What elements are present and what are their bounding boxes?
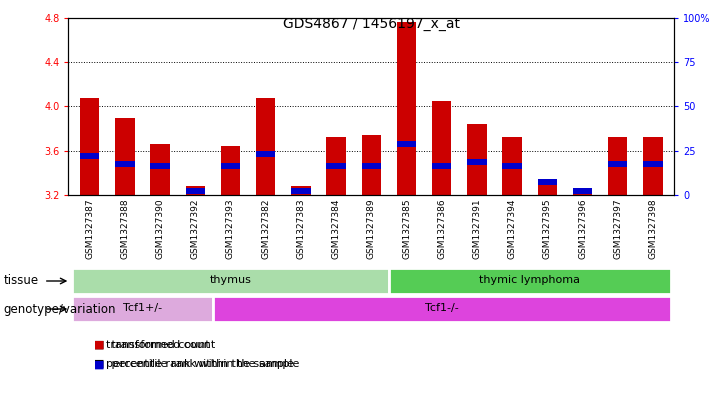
Text: GSM1327397: GSM1327397 xyxy=(614,198,622,259)
Bar xyxy=(115,161,135,167)
Text: GSM1327390: GSM1327390 xyxy=(156,198,164,259)
Text: genotype/variation: genotype/variation xyxy=(4,303,116,316)
Bar xyxy=(151,163,169,169)
Bar xyxy=(608,161,627,167)
Bar xyxy=(538,179,557,185)
Bar xyxy=(397,22,416,195)
Bar xyxy=(80,97,99,195)
Text: GSM1327393: GSM1327393 xyxy=(226,198,235,259)
Bar xyxy=(327,138,346,195)
Text: GSM1327398: GSM1327398 xyxy=(648,198,658,259)
Bar xyxy=(643,138,663,195)
Text: ■: ■ xyxy=(94,359,105,369)
Text: tissue: tissue xyxy=(4,274,39,288)
Bar xyxy=(573,188,592,195)
Bar xyxy=(213,296,671,321)
Bar xyxy=(503,163,522,169)
Text: GSM1327384: GSM1327384 xyxy=(332,198,340,259)
Bar xyxy=(467,124,487,195)
Bar xyxy=(72,268,389,294)
Bar xyxy=(221,163,240,169)
Text: GSM1327396: GSM1327396 xyxy=(578,198,587,259)
Bar xyxy=(151,144,169,195)
Text: GDS4867 / 1456197_x_at: GDS4867 / 1456197_x_at xyxy=(283,17,460,31)
Text: GSM1327394: GSM1327394 xyxy=(508,198,517,259)
Text: GSM1327386: GSM1327386 xyxy=(437,198,446,259)
Bar xyxy=(608,138,627,195)
Bar xyxy=(80,153,99,159)
Text: Tcf1+/-: Tcf1+/- xyxy=(123,303,162,314)
Text: ■  transformed count: ■ transformed count xyxy=(94,340,215,350)
Bar xyxy=(291,186,311,195)
Bar xyxy=(327,163,346,169)
Text: GSM1327392: GSM1327392 xyxy=(191,198,200,259)
Bar xyxy=(389,268,671,294)
Text: GSM1327383: GSM1327383 xyxy=(296,198,306,259)
Text: ■: ■ xyxy=(94,340,105,350)
Bar xyxy=(397,141,416,147)
Bar xyxy=(362,135,381,195)
Text: GSM1327391: GSM1327391 xyxy=(472,198,482,259)
Text: ■  percentile rank within the sample: ■ percentile rank within the sample xyxy=(94,359,299,369)
Bar xyxy=(538,182,557,195)
Bar xyxy=(432,101,451,195)
Text: Tcf1-/-: Tcf1-/- xyxy=(425,303,459,314)
Bar xyxy=(72,296,213,321)
Bar xyxy=(115,118,135,195)
Text: GSM1327385: GSM1327385 xyxy=(402,198,411,259)
Bar xyxy=(503,138,522,195)
Text: percentile rank within the sample: percentile rank within the sample xyxy=(106,359,294,369)
Bar xyxy=(256,97,275,195)
Text: thymus: thymus xyxy=(210,275,252,285)
Text: GSM1327382: GSM1327382 xyxy=(261,198,270,259)
Bar xyxy=(362,163,381,169)
Bar xyxy=(221,146,240,195)
Text: thymic lymphoma: thymic lymphoma xyxy=(479,275,580,285)
Text: transformed count: transformed count xyxy=(106,340,210,350)
Bar xyxy=(643,161,663,167)
Text: GSM1327388: GSM1327388 xyxy=(120,198,129,259)
Bar xyxy=(467,159,487,165)
Bar xyxy=(291,187,311,194)
Bar xyxy=(256,151,275,157)
Bar xyxy=(573,187,592,194)
Text: GSM1327389: GSM1327389 xyxy=(367,198,376,259)
Bar xyxy=(185,187,205,194)
Text: GSM1327395: GSM1327395 xyxy=(543,198,552,259)
Text: GSM1327387: GSM1327387 xyxy=(85,198,94,259)
Bar xyxy=(185,186,205,195)
Bar xyxy=(432,163,451,169)
